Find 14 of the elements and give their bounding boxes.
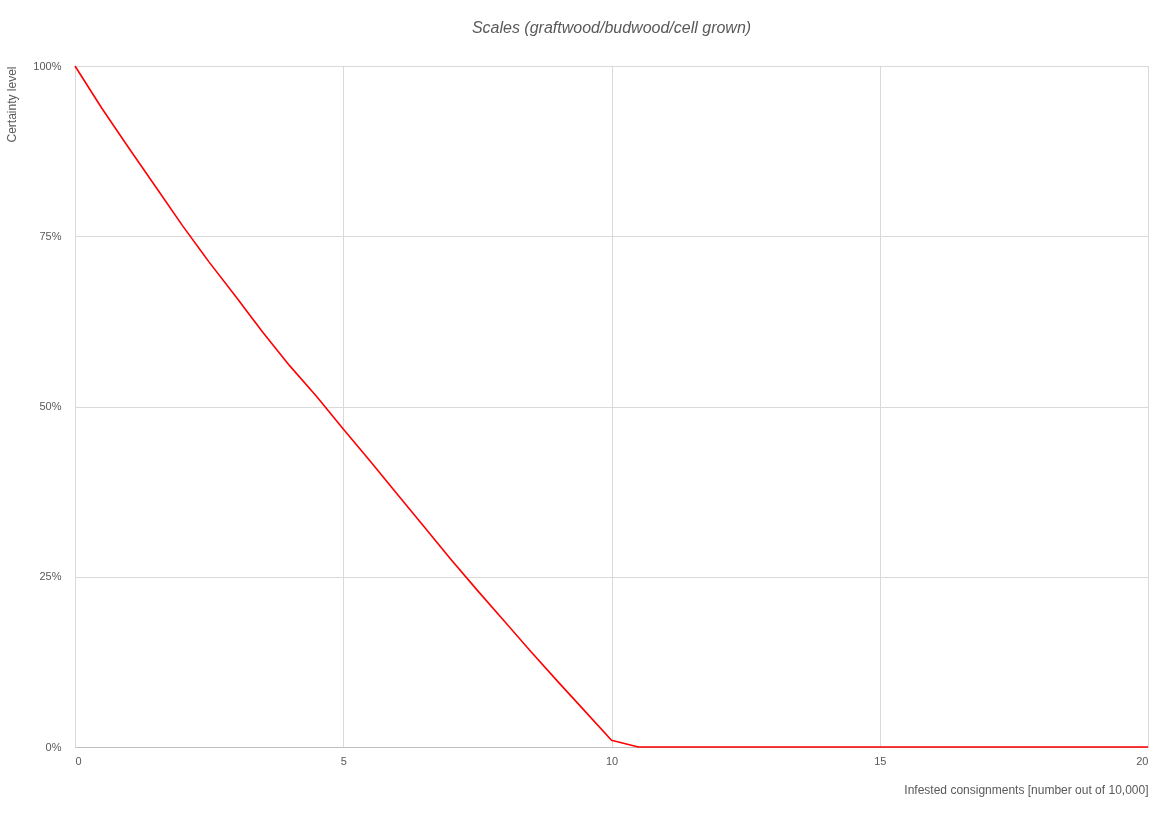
y-axis-title: Certainty level: [5, 66, 20, 143]
y-tick-label: 100%: [33, 59, 62, 72]
x-tick-label: 20: [1136, 754, 1149, 767]
chart-title: Scales (graftwood/budwood/cell grown): [471, 19, 752, 36]
y-tick-label: 75%: [39, 229, 62, 242]
y-tick-label: 0%: [45, 740, 62, 753]
y-tick-label: 25%: [39, 570, 62, 583]
x-tick-label: 0: [75, 754, 82, 767]
x-tick-label: 5: [340, 754, 347, 767]
x-axis-title: Infested consignments [number out of 10,000]: [904, 782, 1149, 797]
x-tick-label: 10: [605, 754, 619, 767]
line-series: [74, 65, 1149, 748]
x-tick-label: 15: [874, 754, 887, 767]
y-tick-label: 50%: [39, 400, 62, 412]
